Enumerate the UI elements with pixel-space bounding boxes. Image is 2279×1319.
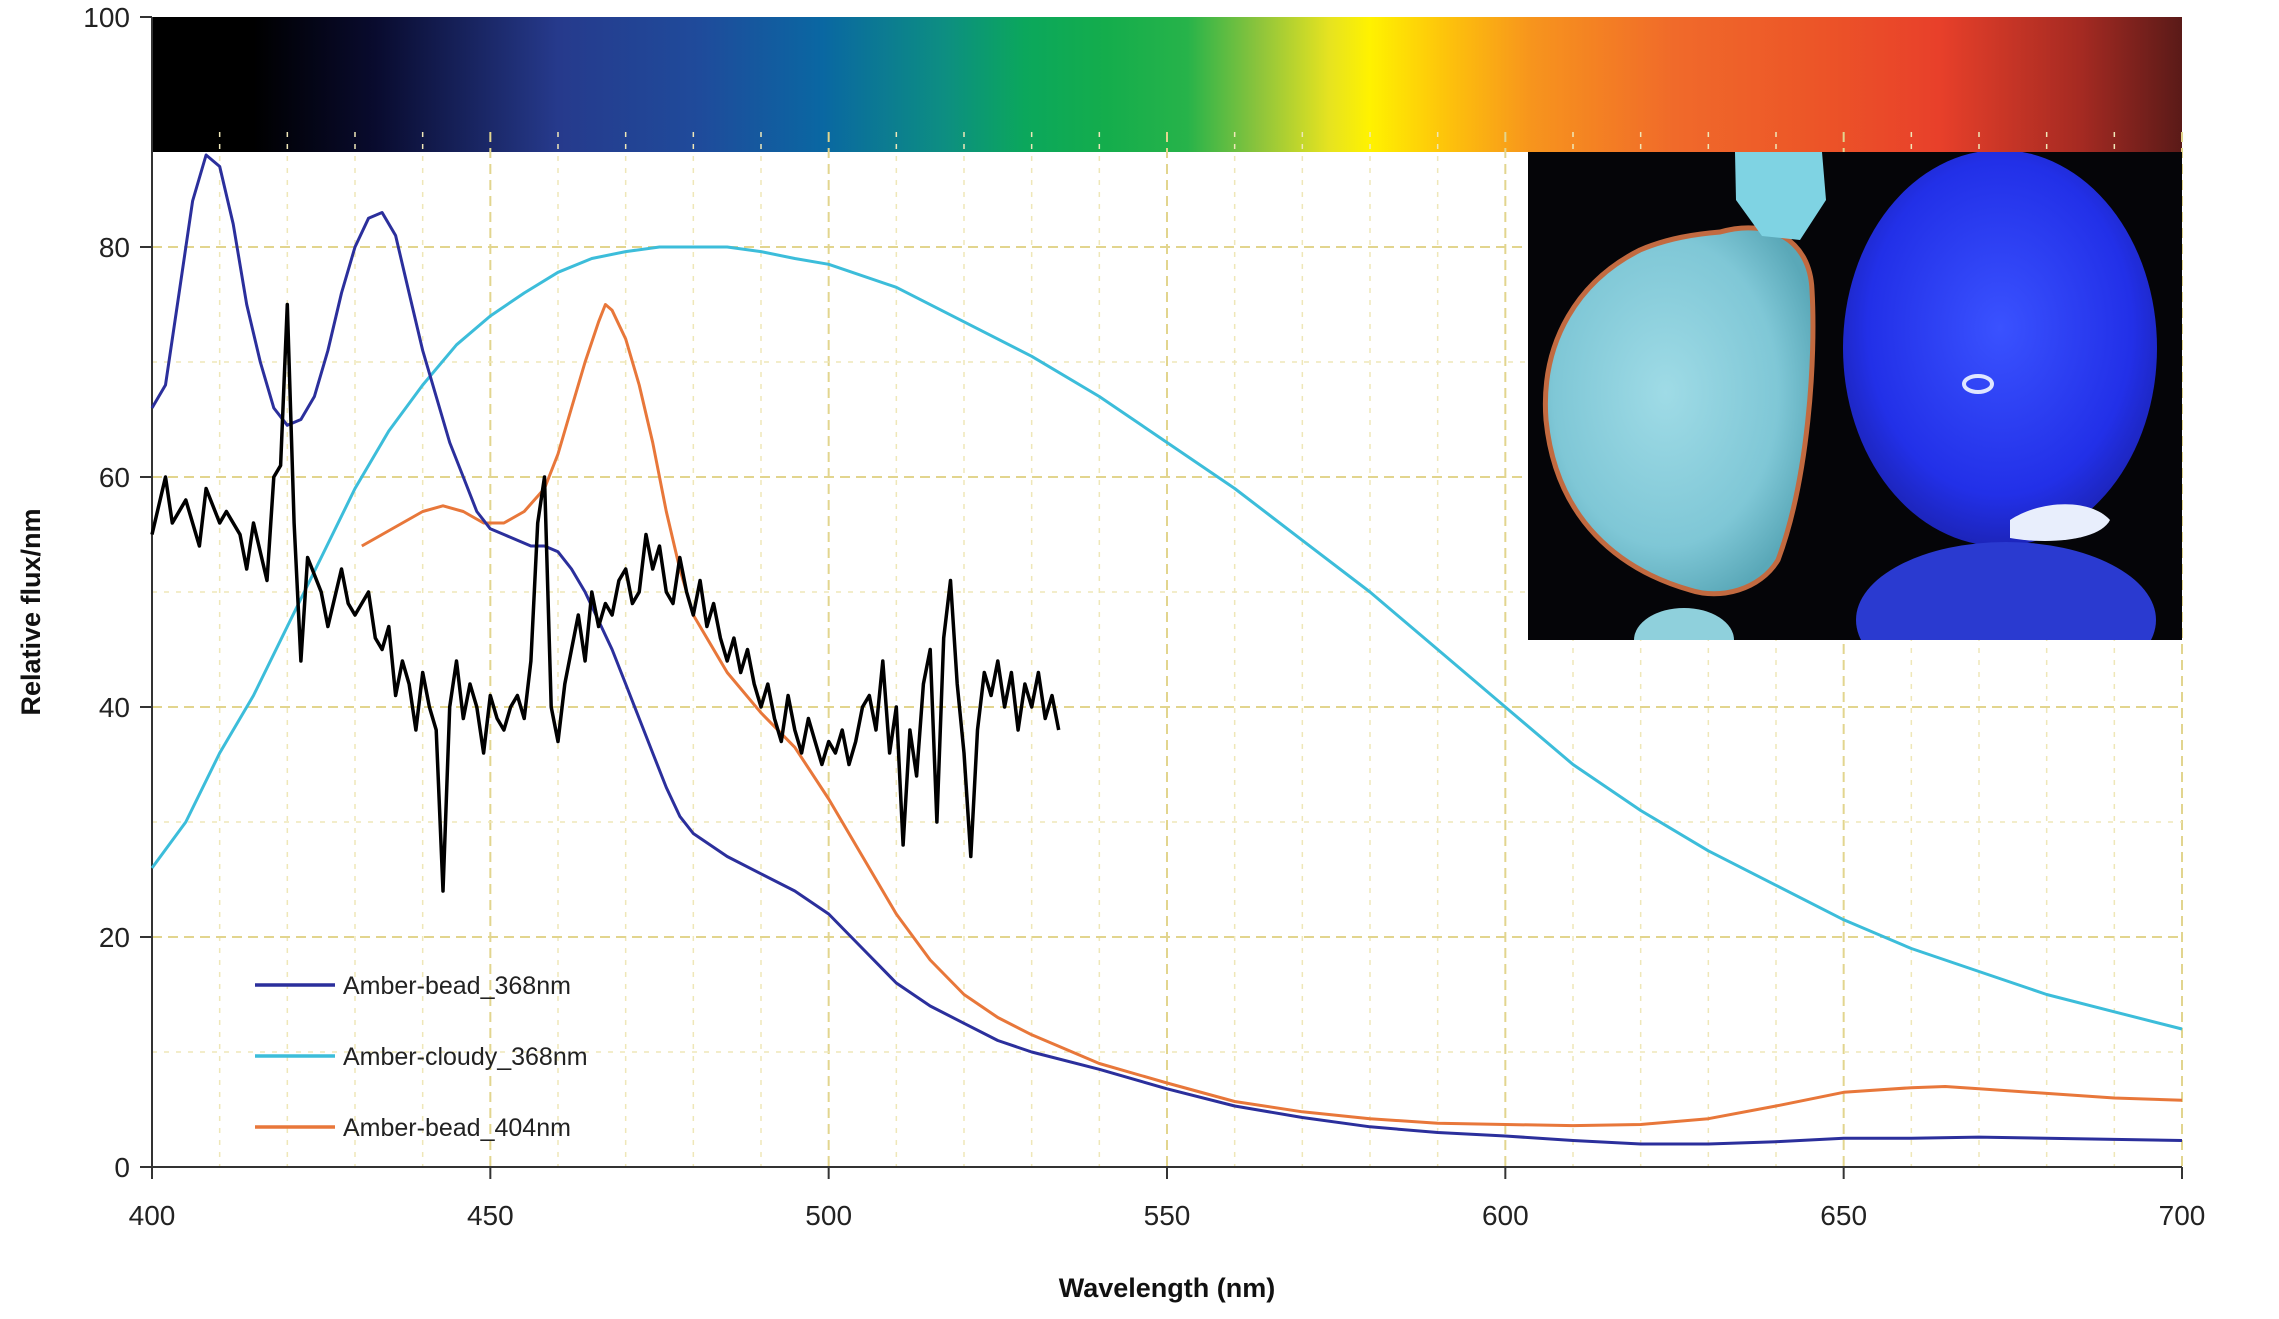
y-tick-label: 40 <box>99 692 130 723</box>
y-tick-label: 60 <box>99 462 130 493</box>
y-axis-title: Relative flux/nm <box>16 508 46 715</box>
bead-left-bottom <box>1634 608 1734 640</box>
x-tick-label: 700 <box>2159 1200 2206 1231</box>
x-tick-label: 600 <box>1482 1200 1529 1231</box>
y-tick-label: 80 <box>99 232 130 263</box>
x-tick-label: 500 <box>805 1200 852 1231</box>
series-line-unlabeled-black <box>150 302 1061 893</box>
inset-photo <box>1528 152 2182 640</box>
x-tick-label: 550 <box>1144 1200 1191 1231</box>
x-tick-label: 450 <box>467 1200 514 1231</box>
spectrum-band <box>152 17 2182 152</box>
bead-left-top <box>1735 152 1826 240</box>
axes: 400 450 500 550 600 650 700 0 20 40 60 80 100 Wavelen… <box>16 2 2205 1303</box>
y-tick-label: 100 <box>83 2 130 33</box>
legend-label: Amber-bead_368nm <box>343 972 571 1000</box>
x-tick-label: 650 <box>1820 1200 1867 1231</box>
legend: Amber-bead_368nm Amber-cloudy_368nm Amber-… <box>255 972 588 1142</box>
series-line-amber-bead-404nm <box>361 303 2183 1128</box>
y-tick-label: 0 <box>114 1152 130 1183</box>
bead-right-hole <box>1962 374 1994 394</box>
legend-label: Amber-bead_404nm <box>343 1114 571 1142</box>
bead-right-body <box>1843 152 2157 546</box>
legend-label: Amber-cloudy_368nm <box>343 1043 588 1071</box>
bead-right-bottom <box>1856 542 2156 640</box>
series-line-amber-cloudy-368nm <box>150 245 2183 1031</box>
bead-left-body <box>1542 225 1816 597</box>
series-layer <box>150 153 2183 1146</box>
series-line-amber-bead-368nm <box>150 153 2183 1146</box>
x-tick-label: 400 <box>129 1200 176 1231</box>
y-tick-label: 20 <box>99 922 130 953</box>
bead-right-highlight <box>2010 504 2110 541</box>
x-axis-title: Wavelength (nm) <box>1059 1273 1276 1303</box>
